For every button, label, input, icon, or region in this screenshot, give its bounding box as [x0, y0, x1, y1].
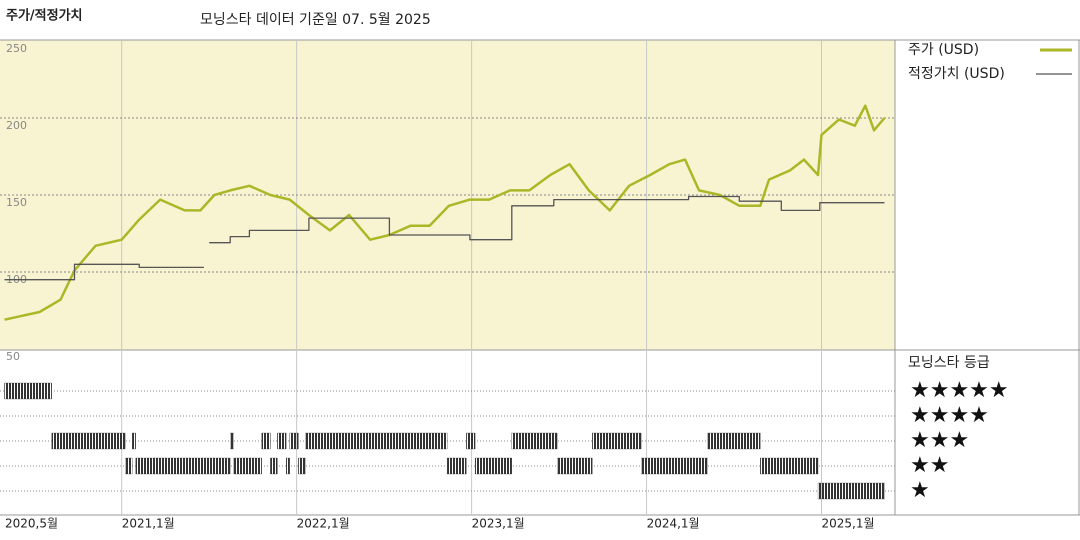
- rating-label: ★★★: [910, 428, 969, 453]
- rating-bar: [230, 432, 234, 450]
- x-tick-label: 2021,1월: [122, 517, 175, 531]
- rating-bar: [270, 457, 278, 475]
- rating-bar: [305, 432, 448, 450]
- legend-label: 적정가치 (USD): [908, 66, 1005, 82]
- rating-bar: [557, 457, 593, 475]
- rating-bar: [298, 457, 306, 475]
- x-tick-label: 2022,1월: [297, 517, 350, 531]
- rating-bar: [592, 432, 642, 450]
- rating-bar: [135, 457, 231, 475]
- rating-bar: [261, 432, 271, 450]
- series-line: [4, 195, 885, 281]
- rating-label: ★★: [910, 453, 949, 478]
- rating-bar: [817, 482, 885, 500]
- rating-bar: [466, 432, 476, 450]
- y-tick-label: 150: [6, 196, 27, 209]
- ratings-title: 모닝스타 등급: [908, 355, 990, 371]
- rating-bar: [760, 457, 819, 475]
- rating-bar: [277, 432, 287, 450]
- rating-bar: [125, 457, 133, 475]
- x-tick-label: 2024,1월: [647, 517, 700, 531]
- rating-bar: [233, 457, 262, 475]
- x-tick-label: 2025,1월: [822, 517, 875, 531]
- rating-bar: [132, 432, 136, 450]
- x-tick-label: 2020,5월: [5, 517, 58, 531]
- rating-bar: [446, 457, 467, 475]
- y-tick-label: 250: [6, 42, 27, 55]
- rating-bar: [286, 457, 290, 475]
- rating-label: ★★★★: [910, 403, 989, 428]
- rating-label: ★: [910, 478, 930, 503]
- y-tick-label: 50: [6, 350, 20, 363]
- rating-bar: [289, 432, 299, 450]
- chart-title: 주가/적정가치: [6, 8, 83, 24]
- x-tick-label: 2023,1월: [472, 517, 525, 531]
- rating-bar: [641, 457, 708, 475]
- chart-subtitle: 모닝스타 데이터 기준일 07. 5월 2025: [200, 12, 431, 28]
- rating-bar: [51, 432, 126, 450]
- rating-bar: [474, 457, 512, 475]
- y-tick-label: 200: [6, 119, 27, 132]
- rating-label: ★★★★★: [910, 378, 1009, 403]
- series-line: [4, 104, 886, 321]
- rating-bar: [707, 432, 761, 450]
- legend-label: 주가 (USD): [908, 42, 979, 58]
- rating-bar: [511, 432, 558, 450]
- rating-bar: [4, 382, 52, 400]
